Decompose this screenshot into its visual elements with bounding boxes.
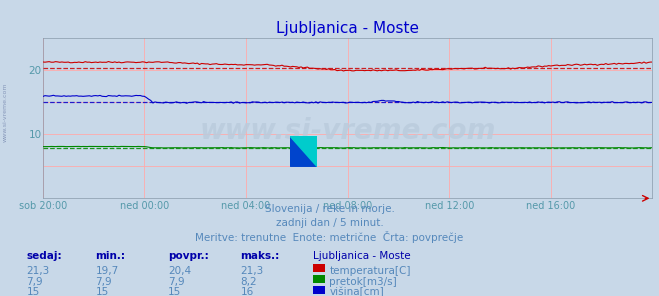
Text: 20,4: 20,4 xyxy=(168,266,191,276)
Text: povpr.:: povpr.: xyxy=(168,251,209,261)
Text: 7,9: 7,9 xyxy=(168,277,185,287)
Text: 15: 15 xyxy=(96,287,109,296)
Text: 7,9: 7,9 xyxy=(26,277,43,287)
Text: Meritve: trenutne  Enote: metrične  Črta: povprečje: Meritve: trenutne Enote: metrične Črta: … xyxy=(195,231,464,243)
Text: temperatura[C]: temperatura[C] xyxy=(330,266,411,276)
Text: maks.:: maks.: xyxy=(241,251,280,261)
Text: sedaj:: sedaj: xyxy=(26,251,62,261)
Text: 19,7: 19,7 xyxy=(96,266,119,276)
Text: 16: 16 xyxy=(241,287,254,296)
Text: 21,3: 21,3 xyxy=(241,266,264,276)
Text: pretok[m3/s]: pretok[m3/s] xyxy=(330,277,397,287)
Text: 8,2: 8,2 xyxy=(241,277,257,287)
Text: Ljubljanica - Moste: Ljubljanica - Moste xyxy=(313,251,411,261)
Text: 15: 15 xyxy=(168,287,181,296)
Text: 21,3: 21,3 xyxy=(26,266,49,276)
Text: 15: 15 xyxy=(26,287,40,296)
Text: zadnji dan / 5 minut.: zadnji dan / 5 minut. xyxy=(275,218,384,229)
Text: www.si-vreme.com: www.si-vreme.com xyxy=(3,83,8,142)
Text: min.:: min.: xyxy=(96,251,126,261)
Title: Ljubljanica - Moste: Ljubljanica - Moste xyxy=(276,21,419,36)
Text: Slovenija / reke in morje.: Slovenija / reke in morje. xyxy=(264,204,395,214)
Text: www.si-vreme.com: www.si-vreme.com xyxy=(200,117,496,145)
Text: 7,9: 7,9 xyxy=(96,277,112,287)
Text: višina[cm]: višina[cm] xyxy=(330,287,384,296)
